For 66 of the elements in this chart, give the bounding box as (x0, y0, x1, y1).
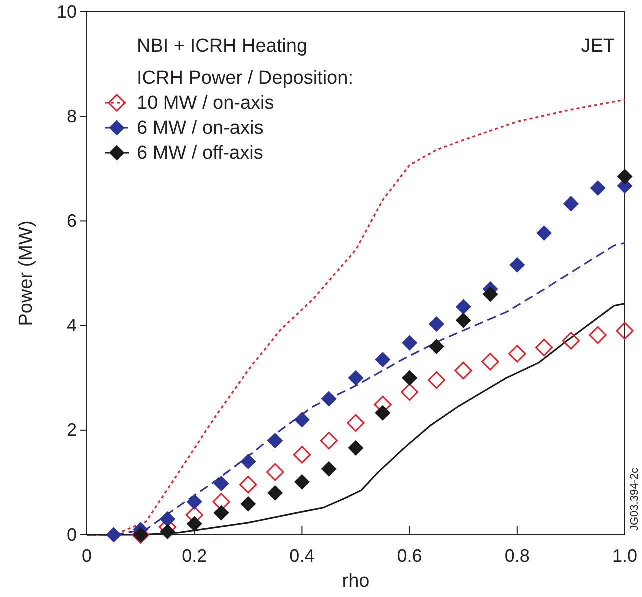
x-axis-title: rho (342, 571, 370, 592)
x-tick-label: 0.2 (182, 546, 208, 566)
y-tick-label: 6 (66, 210, 77, 231)
y-tick-label: 2 (66, 420, 77, 440)
legend-label: 6 MW / off-axis (137, 143, 264, 164)
point (564, 196, 579, 212)
point (322, 391, 337, 407)
point (214, 476, 230, 492)
y-tick-label: 0 (66, 524, 77, 545)
point (400, 383, 419, 402)
point (454, 362, 472, 380)
point (510, 258, 525, 273)
point (106, 527, 122, 543)
point (536, 226, 552, 241)
point (268, 433, 283, 448)
text: NBI + ICRH Heating (137, 36, 308, 57)
point (187, 516, 202, 532)
point (508, 345, 526, 363)
point (348, 370, 364, 386)
point (482, 353, 500, 371)
point (482, 286, 498, 302)
point (589, 326, 607, 344)
legend-label: 6 MW / on-axis (137, 118, 264, 139)
point (240, 476, 258, 494)
point (187, 494, 202, 510)
x-tick-label: 0.8 (504, 546, 530, 566)
point (322, 462, 337, 477)
x-tick-label: 0 (82, 546, 92, 566)
point (456, 313, 472, 328)
point (266, 463, 284, 482)
y-axis-title: Power (MW) (16, 220, 37, 326)
point (294, 412, 310, 428)
legend-title: ICRH Power / Deposition: (137, 68, 354, 89)
point (535, 338, 554, 357)
legend-label: 10 MW / on-axis (137, 93, 274, 114)
point (160, 524, 176, 540)
point (590, 180, 606, 196)
x-tick-label: 0.6 (397, 546, 422, 566)
y-tick-label: 10 (56, 2, 77, 22)
point (214, 505, 230, 521)
point (616, 322, 634, 340)
point (240, 496, 256, 512)
point (347, 414, 365, 432)
point (562, 332, 580, 350)
point (294, 474, 310, 490)
annotation: JET (581, 36, 616, 57)
point (456, 299, 472, 315)
x-tick-label: 0.4 (290, 546, 315, 566)
point (293, 446, 312, 464)
point (402, 335, 418, 351)
point (375, 406, 390, 421)
point (429, 339, 444, 354)
x-tick-label: 1.0 (612, 546, 638, 566)
point (428, 371, 446, 390)
text: JG03.394-2c (629, 468, 641, 531)
point (320, 432, 338, 450)
point (268, 486, 283, 501)
point (375, 352, 390, 368)
y-tick-label: 8 (66, 106, 77, 126)
point (240, 454, 256, 470)
point (429, 316, 444, 332)
point (160, 512, 176, 527)
point (617, 169, 633, 184)
point (348, 440, 364, 456)
point (402, 370, 418, 386)
y-tick-label: 4 (66, 316, 77, 336)
